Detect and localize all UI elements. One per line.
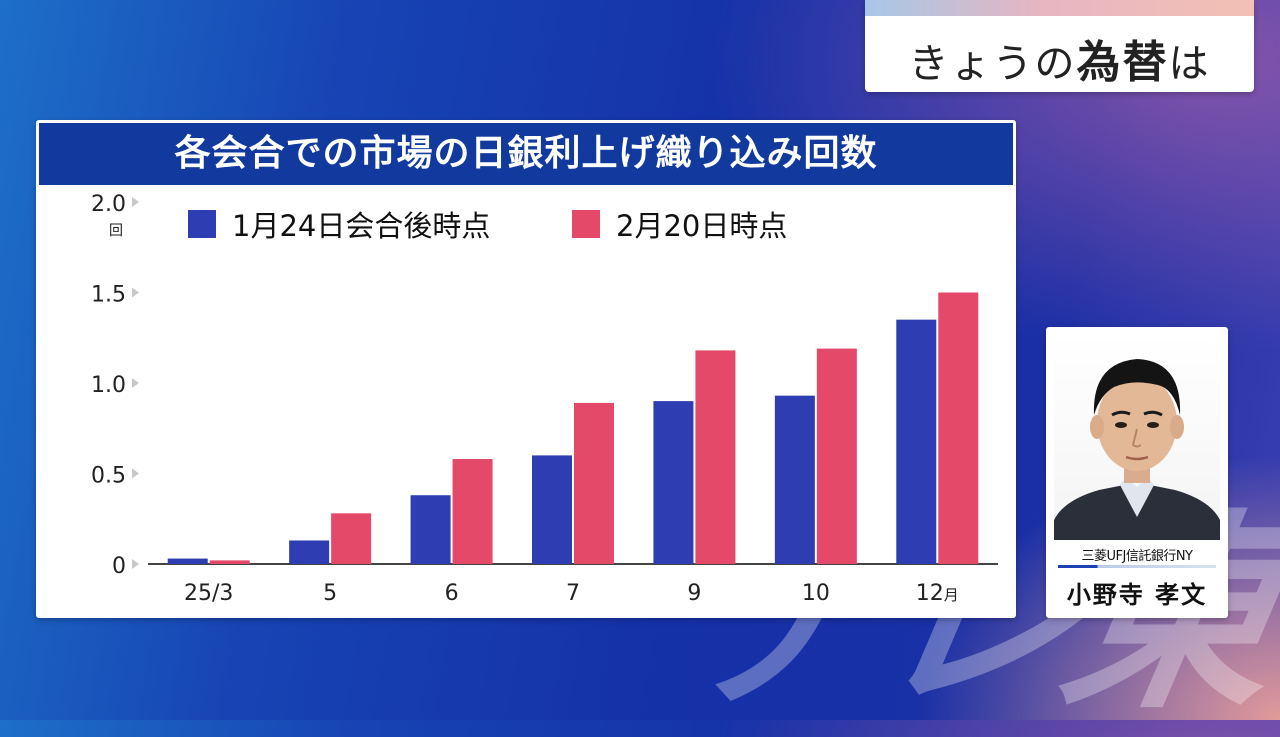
y-tick-marker xyxy=(132,559,139,569)
x-tick-label: 5 xyxy=(323,581,337,606)
x-tick-label: 25/3 xyxy=(184,581,233,606)
x-tick-label: 9 xyxy=(687,581,701,606)
legend-swatch xyxy=(572,210,600,238)
x-tick-label: 10 xyxy=(802,581,830,606)
topic-bold: 為替 xyxy=(1076,37,1169,88)
y-tick-marker xyxy=(132,287,139,298)
chart-title: 各会合での市場の日銀利上げ織り込み回数 xyxy=(39,123,1013,185)
bar-jan24 xyxy=(774,395,815,564)
legend-swatch xyxy=(188,210,216,238)
bar-jan24 xyxy=(410,495,451,564)
topic-suffix: は xyxy=(1168,41,1211,87)
topic-banner: きょうの為替は xyxy=(865,0,1254,92)
y-tick-marker xyxy=(132,197,139,207)
y-tick-label: 0.5 xyxy=(91,464,126,489)
bar-feb20 xyxy=(209,560,250,564)
topic-banner-text: きょうの為替は xyxy=(865,26,1254,90)
bar-feb20 xyxy=(574,402,614,564)
bar-feb20 xyxy=(452,459,493,564)
bar-feb20 xyxy=(695,350,736,564)
bar-feb20 xyxy=(331,513,372,564)
y-unit-label: 回 xyxy=(109,223,123,239)
x-tick-label: 7 xyxy=(566,581,580,606)
bar-feb20 xyxy=(816,348,857,564)
legend-label: 2月20日時点 xyxy=(616,209,787,243)
y-tick-label: 2.0 xyxy=(91,192,126,217)
x-tick-label: 6 xyxy=(445,581,459,606)
topic-prefix: きょうの xyxy=(908,41,1077,87)
legend-label: 1月24日会合後時点 xyxy=(232,209,490,243)
person-avatar-icon xyxy=(1054,359,1220,540)
bar-chart: 0 0.5 1.0 1.5 2.0 回 25/3 5 6 7 9 10 12月 1月24日会合後時点 2月2… xyxy=(91,192,998,606)
x-tick-label: 12月 xyxy=(916,581,959,606)
commentator-affiliation: 三菱UFJ信託銀行NY xyxy=(1081,549,1194,564)
topic-banner-strip xyxy=(865,0,1254,16)
bar-jan24 xyxy=(289,540,330,564)
commentator-card: 三菱UFJ信託銀行NY 小野寺 孝文 xyxy=(1046,327,1228,618)
commentator-name: 小野寺 孝文 xyxy=(1066,581,1208,609)
bar-jan24 xyxy=(653,401,694,564)
bar-jan24 xyxy=(896,319,937,564)
y-tick-marker xyxy=(132,378,139,388)
chart-panel: 各会合での市場の日銀利上げ織り込み回数 0 0.5 1.0 1.5 2.0 回 25/3 5 6… xyxy=(36,120,1016,618)
y-tick-label: 1.5 xyxy=(91,283,126,308)
commentator-photo xyxy=(1054,335,1220,540)
y-tick-label: 1.0 xyxy=(91,373,126,398)
affiliation-divider xyxy=(1058,565,1216,568)
bar-jan24 xyxy=(532,455,572,564)
bar-feb20 xyxy=(938,292,979,564)
y-tick-marker xyxy=(132,468,139,479)
y-tick-label: 0 xyxy=(112,554,126,579)
x-unit-label: 月 xyxy=(944,586,959,604)
bar-jan24 xyxy=(167,558,208,564)
